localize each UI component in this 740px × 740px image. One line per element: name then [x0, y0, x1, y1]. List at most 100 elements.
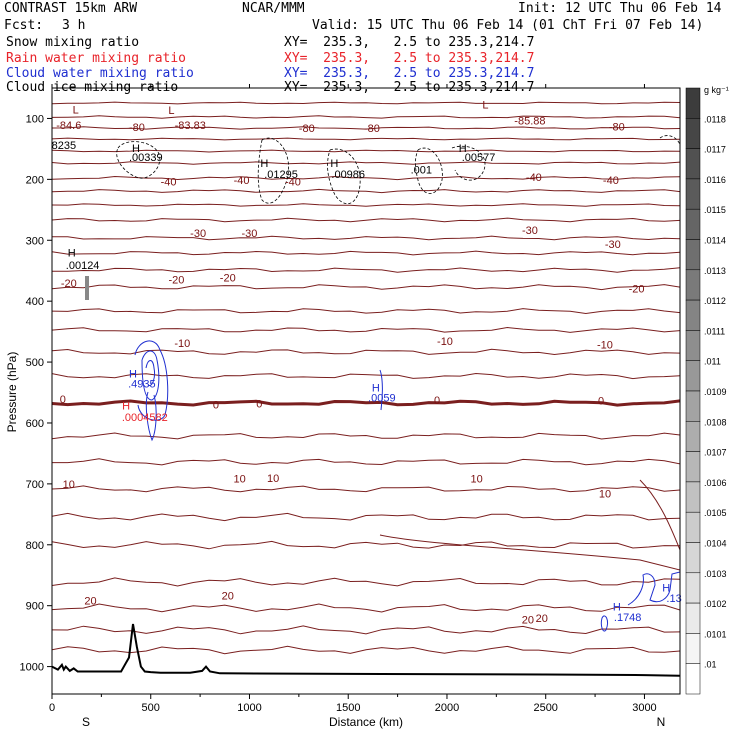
colorbar: .0118 .0117 .0116 .0115 .0114 .0113 .0112 .0111… [685, 85, 729, 695]
x-tick-label: 2500 [533, 702, 557, 714]
colorbar-level: .0116 [704, 175, 726, 185]
colorbar-level: .0106 [704, 478, 727, 488]
cloud-water-contour [379, 369, 383, 411]
colorbar-swatch [685, 481, 701, 513]
temperature-label: -40 [161, 176, 177, 188]
colorbar-level: .0104 [704, 539, 727, 549]
colorbar-swatch [685, 602, 701, 634]
extremum-label: H [459, 143, 467, 155]
y-tick-label: 1000 [20, 662, 44, 674]
extremum-label: .01295 [264, 169, 298, 181]
isotherm-line [639, 479, 680, 551]
contour-labels: -84.6 -80 -83.83 -80 -80 -85.88 -80 -40 -40 -40 -4… [52, 100, 682, 627]
extremum-label: L [168, 105, 174, 117]
colorbar-swatch [685, 148, 701, 180]
isotherm-line [52, 348, 680, 356]
temperature-label: -30 [522, 225, 538, 237]
temperature-label: 0 [60, 394, 66, 406]
temperature-label: -84.6 [56, 120, 81, 132]
isotherm-line [52, 250, 680, 256]
isotherm-line [52, 126, 680, 130]
isotherm-line [52, 175, 680, 181]
y-tick-label: 200 [26, 174, 44, 186]
extremum-label: H [129, 368, 137, 380]
cloud-water-contour [141, 350, 160, 401]
extremum-label: L [73, 105, 79, 117]
isotherm-line [52, 137, 680, 141]
temperature-label: -83.83 [175, 120, 206, 132]
temperature-label: 10 [63, 479, 75, 491]
y-tick-label: 900 [26, 601, 44, 613]
temperature-label: 0 [434, 395, 440, 407]
surface-layer [52, 623, 680, 677]
colorbar-swatch [685, 360, 701, 392]
colorbar-swatch [685, 269, 701, 301]
x-axis-label: Distance (km) [329, 715, 403, 729]
x-tick-label: 1000 [237, 702, 261, 714]
temperature-label: 20 [522, 614, 534, 626]
colorbar-swatch [685, 511, 701, 543]
colorbar-swatch [685, 330, 701, 361]
valid-time: Valid: 15 UTC Thu 06 Feb 14 (01 ChT Fri … [312, 18, 704, 33]
isotherm-line [52, 603, 680, 613]
temperature-label: -30 [605, 239, 621, 251]
x-tick-label: 3000 [632, 702, 656, 714]
y-axis-label: Pressure (hPa) [5, 352, 19, 433]
field-xy: XY= 235.3, 2.5 to 235.3,214.7 [284, 51, 535, 66]
y-tick-label: 700 [26, 479, 44, 491]
x-tick-label: 0 [49, 702, 55, 714]
temperature-label: 10 [267, 473, 279, 485]
field-label: Snow mixing ratio [6, 35, 140, 50]
isotherm-line [52, 101, 680, 105]
extremum-label: .00986 [331, 169, 365, 181]
temperature-label: -30 [190, 228, 206, 240]
org-label: NCAR/MMM [242, 1, 305, 16]
temperature-label: -10 [597, 340, 613, 352]
temperature-label: -40 [603, 175, 619, 187]
cloud-ice-contour [116, 141, 161, 179]
plot-frame [51, 87, 681, 695]
extremum-label: .00339 [129, 152, 163, 164]
axes: 0 500 1000 1500 2000 2500 30001002003004005006… [20, 84, 657, 714]
extremum-label: H [122, 401, 130, 413]
colorbar-swatch [685, 208, 701, 240]
temperature-label: 10 [470, 474, 482, 486]
isotherm-line [52, 217, 680, 223]
colorbar-level: .0108 [704, 417, 727, 427]
isotherm-line [52, 235, 680, 241]
isotherm-line [52, 203, 680, 207]
extremum-label: H [132, 143, 140, 155]
colorbar-level: .0109 [704, 387, 727, 397]
cloud-water-contour [600, 615, 608, 632]
temperature-label: -20 [629, 284, 645, 296]
isotherm-line [52, 115, 680, 119]
colorbar-swatch [685, 299, 701, 331]
temperature-label: -80 [129, 122, 145, 134]
temperature-label: -20 [61, 278, 77, 290]
isotherm-line [52, 284, 680, 291]
cloud-water-contour [145, 360, 155, 387]
colorbar-swatch [685, 239, 701, 271]
extremum-label: L [482, 100, 488, 112]
isotherm-line [52, 540, 680, 550]
field-label: Rain water mixing ratio [6, 51, 187, 66]
colorbar-swatch [685, 87, 701, 119]
y-tick-label: 800 [26, 540, 44, 552]
temperature-label: -80 [609, 122, 625, 134]
surface-pressure-line [52, 623, 680, 677]
init-time: Init: 12 UTC Thu 06 Feb 14 [518, 1, 722, 16]
freezing-level-line [52, 399, 680, 407]
extremum-label: H [613, 602, 621, 614]
temperature-label: -80 [299, 123, 315, 135]
fcst-value: 3 h [62, 18, 86, 33]
colorbar-level: .0117 [704, 145, 726, 155]
x-tick-label: 500 [142, 702, 160, 714]
colorbar-level: .0103 [704, 569, 727, 579]
cloud-ice-contour [451, 145, 486, 181]
model-title: CONTRAST 15km ARW [4, 1, 138, 16]
colorbar-swatch [685, 118, 701, 149]
isotherm-line [52, 432, 680, 440]
isotherm-line [52, 645, 680, 655]
extremum-label: .00124 [66, 260, 100, 272]
